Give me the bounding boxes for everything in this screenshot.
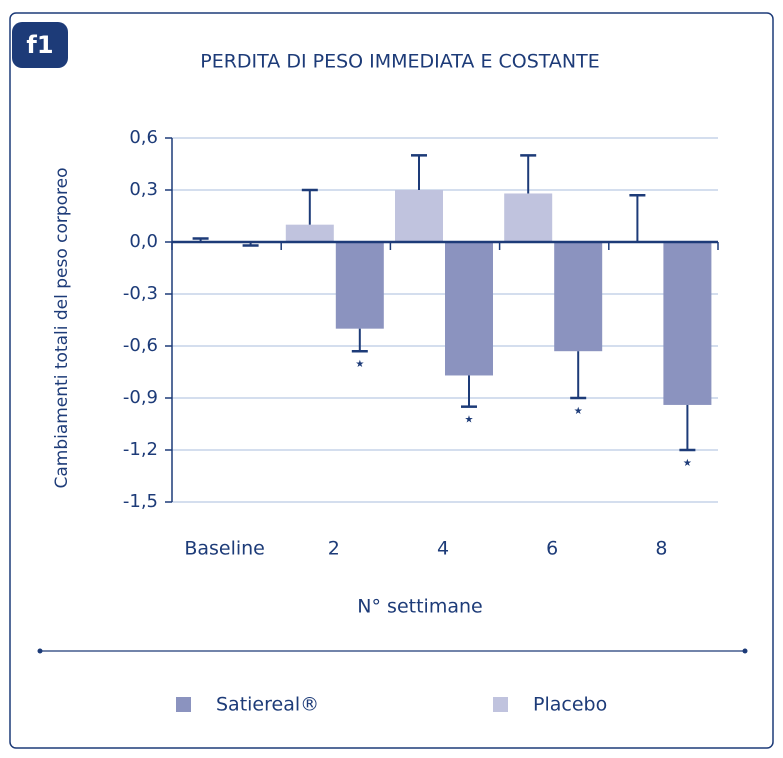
separator-dot xyxy=(742,648,748,654)
significance-label: ★ xyxy=(683,458,692,469)
x-tick-label: Baseline xyxy=(184,538,265,560)
y-tick-label: 0,6 xyxy=(129,127,158,148)
legend-label: Satiereal® xyxy=(216,694,319,716)
bar xyxy=(504,193,553,242)
y-axis-label: Cambiamenti totali del peso corporeo xyxy=(52,167,72,488)
y-tick-label: 0,0 xyxy=(129,231,158,252)
bar xyxy=(554,242,603,352)
x-tick-label: 4 xyxy=(437,538,449,560)
x-tick-label: 8 xyxy=(655,538,667,560)
x-tick-label: 2 xyxy=(328,538,340,560)
bar xyxy=(335,242,384,329)
frame xyxy=(9,12,774,749)
legend-swatch xyxy=(493,697,508,712)
badge-bg xyxy=(12,22,68,68)
x-axis-label: N° settimane xyxy=(357,596,482,618)
x-tick-label: 6 xyxy=(546,538,558,560)
significance-label: ★ xyxy=(355,359,364,370)
bar xyxy=(663,242,712,405)
badge: f1 xyxy=(26,31,53,59)
bar xyxy=(285,224,334,242)
bar xyxy=(445,242,493,376)
y-tick-label: -1,2 xyxy=(123,439,158,460)
y-tick-label: -0,6 xyxy=(123,335,158,356)
y-tick-label: 0,3 xyxy=(129,179,158,200)
significance-label: ★ xyxy=(574,406,583,417)
significance-label: ★ xyxy=(465,415,474,426)
bar xyxy=(395,190,443,242)
legend-swatch xyxy=(176,697,191,712)
chart-title: PERDITA DI PESO IMMEDIATA E COSTANTE xyxy=(200,51,599,73)
separator-dot xyxy=(37,648,43,654)
y-tick-label: -0,3 xyxy=(123,283,158,304)
y-tick-label: -1,5 xyxy=(123,491,158,512)
legend-label: Placebo xyxy=(533,694,607,716)
y-tick-label: -0,9 xyxy=(123,387,158,408)
